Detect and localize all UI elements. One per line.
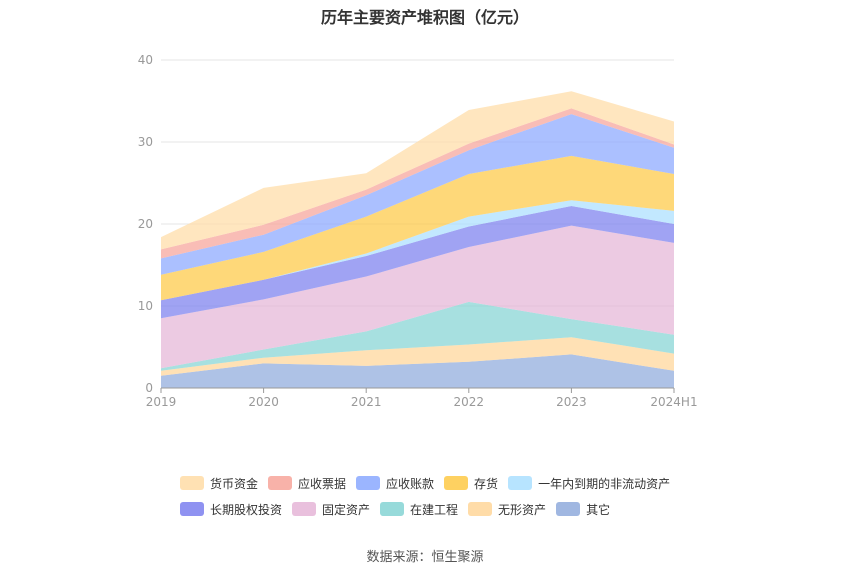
y-tick-label: 40 xyxy=(138,53,153,67)
legend-swatch xyxy=(180,476,204,490)
legend-label: 存货 xyxy=(474,476,499,491)
legend-row: 货币资金 应收票据 应收账款 存货 一年内到期的非流动资产 xyxy=(180,470,700,496)
legend-swatch xyxy=(180,502,204,516)
legend-label: 货币资金 xyxy=(210,476,259,491)
legend-swatch xyxy=(468,502,493,516)
area-series-4 xyxy=(161,206,674,319)
legend-label: 固定资产 xyxy=(322,502,371,517)
y-tick-label: 0 xyxy=(145,381,153,395)
legend-label: 在建工程 xyxy=(410,502,459,517)
x-tick-label: 2021 xyxy=(351,395,382,409)
legend-swatch xyxy=(268,476,293,490)
legend-row: 长期股权投资 固定资产 在建工程 无形资产 其它 xyxy=(180,496,700,522)
area-series-9 xyxy=(161,91,674,250)
legend-item[interactable]: 固定资产 xyxy=(292,501,370,518)
legend-item[interactable]: 长期股权投资 xyxy=(180,501,282,518)
area-series-8 xyxy=(161,108,674,259)
area-series xyxy=(161,91,674,388)
legend-swatch xyxy=(380,502,405,516)
x-tick-label: 2022 xyxy=(454,395,485,409)
y-tick-label: 10 xyxy=(138,299,153,313)
area-series-7 xyxy=(161,114,674,275)
legend-item[interactable]: 存货 xyxy=(444,475,498,492)
legend-item[interactable]: 在建工程 xyxy=(380,501,458,518)
y-tick-label: 20 xyxy=(138,217,153,231)
legend-swatch xyxy=(356,476,381,490)
legend-item[interactable]: 货币资金 xyxy=(180,475,258,492)
legend-label: 应收账款 xyxy=(386,476,435,491)
area-series-5 xyxy=(161,200,674,301)
legend-item[interactable]: 无形资产 xyxy=(468,501,546,518)
legend-label: 无形资产 xyxy=(498,502,547,517)
legend-label: 其它 xyxy=(586,502,611,517)
legend-swatch xyxy=(292,502,317,516)
legend-swatch xyxy=(556,502,581,516)
legend-label: 应收票据 xyxy=(298,476,347,491)
legend-item[interactable]: 其它 xyxy=(556,501,610,518)
area-series-0 xyxy=(161,354,674,388)
axes: 0 10 20 30 40 2019 2020 2021 2022 2023 2024H1 xyxy=(138,53,698,409)
x-tick-label: 2020 xyxy=(248,395,279,409)
legend-label: 一年内到期的非流动资产 xyxy=(538,476,671,491)
x-tick-label: 2019 xyxy=(146,395,177,409)
legend-item[interactable]: 应收账款 xyxy=(356,475,434,492)
legend-swatch xyxy=(508,476,533,490)
area-series-1 xyxy=(161,337,674,376)
x-tick-label: 2023 xyxy=(556,395,587,409)
chart-title: 历年主要资产堆积图（亿元） xyxy=(320,8,529,27)
legend: 货币资金 应收票据 应收账款 存货 一年内到期的非流动资产长期股权投资 固定资产 在建工程 无… xyxy=(180,470,700,522)
area-series-2 xyxy=(161,301,674,371)
legend-swatch xyxy=(444,476,469,490)
legend-item[interactable]: 应收票据 xyxy=(268,475,346,492)
data-source: 数据来源：恒生聚源 xyxy=(366,550,484,565)
legend-label: 长期股权投资 xyxy=(210,502,283,517)
area-series-3 xyxy=(161,225,674,369)
area-series-6 xyxy=(161,155,674,301)
y-tick-label: 30 xyxy=(138,135,153,149)
x-tick-label: 2024H1 xyxy=(650,395,697,409)
legend-item[interactable]: 一年内到期的非流动资产 xyxy=(508,475,670,492)
